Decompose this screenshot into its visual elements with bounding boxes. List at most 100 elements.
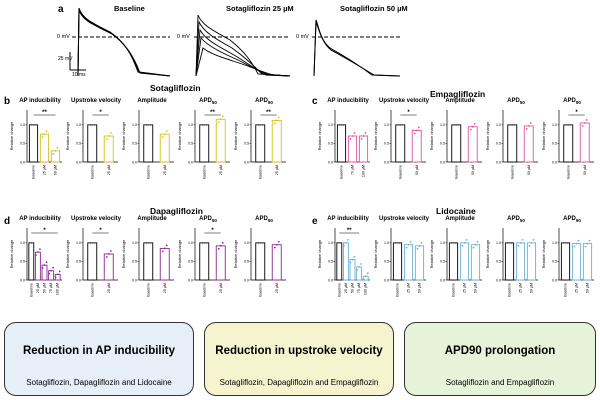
bar-chart: Relative change 0.0 0.5 1.0 Baseline 50 µM (486, 110, 538, 179)
data-point (397, 123, 400, 126)
y-tick-label: 0.0 (244, 160, 249, 164)
data-point (454, 241, 457, 244)
bar (215, 245, 226, 281)
data-point (474, 243, 477, 246)
section-title-lido: Lidocaine (436, 206, 476, 216)
bar (563, 124, 574, 163)
data-point (401, 123, 404, 126)
bar (103, 253, 114, 281)
bar (467, 126, 478, 163)
y-tick-label: 0.0 (440, 160, 445, 164)
chart-title: Amplitude (137, 98, 167, 104)
data-point (417, 126, 420, 129)
bar (28, 242, 35, 281)
y-tick-label: 0.5 (76, 142, 81, 146)
data-point (161, 136, 164, 139)
y-tick-label: 0.5 (496, 142, 501, 146)
y-tick-label: 0.5 (328, 260, 333, 264)
x-tick-label: Baseline (508, 283, 512, 297)
data-point (201, 241, 204, 244)
y-tick-label: 0.0 (20, 160, 25, 164)
x-tick-label: 25 µM (519, 283, 523, 293)
y-tick-label: 0.5 (328, 142, 333, 146)
sota25-trace-2 (195, 20, 291, 77)
data-point (219, 118, 222, 121)
bar (34, 251, 41, 281)
chart-title: Upstroke velocity (70, 98, 122, 104)
y-tick-label: 1.0 (552, 241, 557, 245)
baseline-trace-1 (77, 7, 171, 77)
data-point (277, 240, 280, 243)
y-tick-label: 1.0 (328, 241, 333, 245)
data-point (364, 275, 367, 278)
scale-time-label: 10 ms (72, 72, 86, 78)
bar (199, 242, 210, 281)
y-tick-label: 0.5 (20, 142, 25, 146)
y-tick-label: 0.5 (496, 260, 501, 264)
data-point (510, 241, 513, 244)
y-tick-label: 0.5 (132, 260, 137, 264)
x-tick-label: 75 µM (357, 283, 361, 293)
data-point (364, 132, 367, 134)
data-point (343, 244, 345, 247)
bar-chart: Relative change 0.0 0.5 1.0 Baseline 25 µM (122, 228, 174, 297)
chart-title: Upstroke velocity (378, 216, 430, 222)
data-point (349, 261, 352, 264)
data-point (407, 243, 410, 246)
data-point (149, 123, 152, 126)
y-axis-label: Relative change (234, 121, 238, 150)
bar (199, 124, 210, 163)
data-point (41, 267, 44, 270)
x-tick-label: Baseline (452, 283, 456, 297)
x-tick-label: 50 µM (351, 283, 355, 293)
y-tick-label: 0.0 (328, 160, 333, 164)
trace-title-sota50: Sotagliflozin 50 µM (340, 4, 408, 13)
y-tick-label: 0.5 (384, 142, 389, 146)
significance-label: * (43, 228, 46, 234)
y-tick-label: 1.0 (132, 123, 137, 127)
data-point (257, 241, 260, 244)
panel-label-c: c (312, 96, 318, 107)
bar (448, 242, 459, 281)
summary-box-upstroke: Reduction in upstroke velocity Sotaglifl… (204, 322, 394, 396)
data-point (107, 253, 110, 255)
y-tick-label: 0.0 (76, 160, 81, 164)
y-axis-label: Relative change (234, 239, 238, 268)
x-tick-label: 100 µM (362, 165, 366, 177)
x-tick-label: Baseline (90, 283, 94, 297)
bar (159, 133, 170, 163)
significance-label: * (211, 228, 214, 234)
y-axis-label: Relative change (122, 121, 126, 150)
x-tick-label: Baseline (340, 165, 344, 179)
panel-label-b: b (4, 96, 11, 107)
summary-title: APD90 prolongation (444, 345, 556, 357)
x-tick-label: Baseline (396, 283, 400, 297)
bar (336, 242, 343, 281)
data-point (469, 128, 472, 131)
y-tick-label: 1.0 (20, 123, 25, 127)
x-tick-label: 25 µM (219, 165, 223, 175)
bar (143, 124, 154, 163)
data-point (89, 241, 92, 244)
y-tick-label: 0.5 (440, 260, 445, 264)
data-point (221, 241, 224, 244)
data-point (261, 241, 264, 244)
bar (411, 129, 422, 163)
y-tick-label: 1.0 (552, 123, 557, 127)
data-point (52, 266, 54, 269)
significance-label: ** (266, 110, 271, 116)
y-tick-label: 1.0 (244, 241, 249, 245)
bar-chart: Relative change 0.0 0.5 1.0 Baseline 70 µM 100… (318, 110, 370, 179)
bar (103, 135, 114, 163)
data-point (217, 121, 220, 124)
bar-chart: Relative change 0.0 0.5 1.0 Baseline 50 µM * (542, 110, 594, 179)
x-tick-label: 100 µM (56, 283, 60, 295)
y-tick-label: 1.0 (76, 241, 81, 245)
bar (271, 244, 282, 281)
x-tick-label: Baseline (146, 165, 150, 179)
y-tick-label: 0.5 (20, 260, 25, 264)
data-point (581, 125, 584, 127)
